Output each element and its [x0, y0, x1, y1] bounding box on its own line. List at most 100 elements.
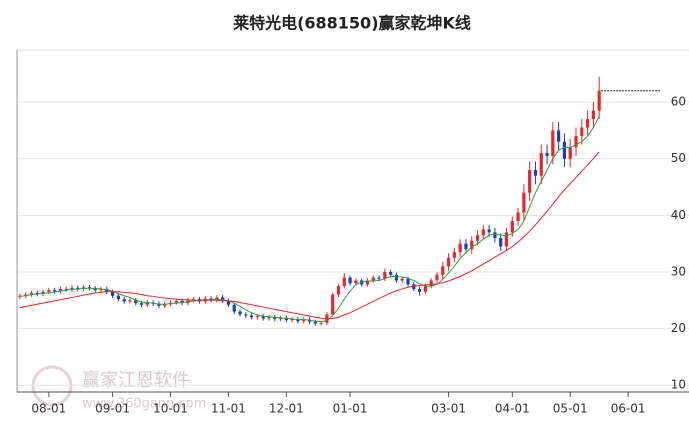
- candle-body: [568, 147, 572, 159]
- candle-body: [365, 280, 370, 285]
- candle-body: [41, 291, 45, 295]
- candle-body: [452, 252, 456, 258]
- candle-body: [273, 317, 277, 319]
- x-tick-label: 03-01: [431, 402, 466, 416]
- candle-body: [336, 286, 341, 295]
- candle-body: [446, 257, 451, 267]
- x-tick-label: 08-01: [31, 402, 66, 416]
- candle-body: [429, 280, 433, 287]
- y-tick-label: 60: [671, 95, 686, 109]
- x-tick-label: 09-01: [95, 402, 130, 416]
- chart-title: 莱特光电(688150)赢家乾坤K线: [233, 14, 471, 33]
- candle-body: [87, 287, 92, 289]
- candle-body: [539, 153, 543, 176]
- candle-body: [134, 300, 138, 304]
- candle-body: [163, 304, 167, 306]
- candle-body: [255, 316, 260, 318]
- candle-body: [35, 292, 39, 295]
- candle-body: [557, 130, 561, 142]
- candle-body: [47, 290, 51, 292]
- x-tick-label: 10-01: [153, 402, 188, 416]
- candle-body: [504, 232, 509, 247]
- candle-body: [487, 229, 491, 233]
- candle-body: [585, 119, 590, 128]
- y-tick-label: 30: [671, 264, 686, 278]
- candle-body: [464, 243, 468, 250]
- candle-body: [302, 319, 306, 322]
- candle-body: [116, 295, 120, 300]
- moving-average: [19, 116, 600, 323]
- candle-body: [226, 300, 231, 305]
- candle-body: [58, 288, 63, 292]
- candle-body: [533, 170, 538, 176]
- candle-body: [475, 235, 480, 241]
- candle-body: [250, 315, 254, 318]
- candle-body: [70, 287, 74, 290]
- candle-body: [174, 300, 178, 303]
- candle-body: [394, 274, 399, 281]
- candle-body: [441, 266, 445, 275]
- candle-body: [180, 300, 184, 304]
- candle-body: [377, 277, 381, 279]
- candle-body: [470, 240, 474, 250]
- watermark-logo: [31, 365, 73, 407]
- candle-body: [105, 288, 109, 292]
- candle-body: [331, 294, 335, 315]
- candle-body: [597, 90, 601, 111]
- candle-body: [342, 277, 346, 287]
- candle-body: [99, 288, 103, 291]
- x-tick-label: 11-01: [211, 402, 246, 416]
- candle-body: [412, 284, 416, 289]
- candle-body: [400, 278, 404, 281]
- candle-body: [29, 292, 34, 295]
- x-tick-label: 05-01: [553, 402, 588, 416]
- candle-body: [371, 277, 375, 281]
- candle-body: [244, 314, 248, 316]
- x-tick-label: 06-01: [611, 402, 646, 416]
- watermark: 赢家江恩软件: [82, 369, 190, 391]
- candle-body: [93, 288, 97, 291]
- candle-body: [319, 322, 323, 324]
- candle-body: [261, 316, 265, 319]
- candle-body: [24, 294, 28, 296]
- candle-body: [574, 136, 578, 148]
- candle-body: [528, 170, 532, 193]
- candle-body: [267, 317, 271, 319]
- candle-body: [284, 317, 288, 321]
- candle-body: [516, 212, 520, 221]
- candle-body: [290, 318, 294, 321]
- candle-body: [510, 221, 514, 233]
- candle-body: [157, 303, 161, 306]
- candle-body: [53, 290, 57, 292]
- candle-body: [389, 271, 393, 275]
- candle-body: [423, 286, 427, 292]
- candle-body: [145, 302, 149, 305]
- watermark: www.360gann.com: [82, 397, 206, 412]
- candle-body: [406, 278, 410, 285]
- candle-body: [580, 127, 584, 137]
- x-tick-label: 04-01: [495, 402, 530, 416]
- candle-body: [354, 280, 358, 284]
- candle-body: [296, 318, 300, 322]
- y-tick-label: 50: [671, 151, 686, 165]
- candle-body: [348, 277, 352, 284]
- candle-body: [307, 319, 312, 322]
- candle-body: [128, 300, 132, 302]
- candle-body: [551, 130, 555, 156]
- candle-body: [458, 243, 462, 253]
- candle-body: [313, 321, 317, 324]
- y-tick-label: 10: [671, 378, 686, 392]
- candle-body: [522, 192, 526, 213]
- x-tick-label: 12-01: [269, 402, 304, 416]
- candle-body: [122, 299, 126, 302]
- candle-body: [278, 317, 283, 319]
- candle-body: [238, 311, 242, 315]
- moving-average: [19, 151, 600, 320]
- y-tick-label: 40: [671, 208, 686, 222]
- candle-body: [562, 141, 567, 159]
- candle-body: [493, 232, 497, 238]
- y-tick-label: 20: [671, 321, 686, 335]
- candle-body: [383, 271, 387, 279]
